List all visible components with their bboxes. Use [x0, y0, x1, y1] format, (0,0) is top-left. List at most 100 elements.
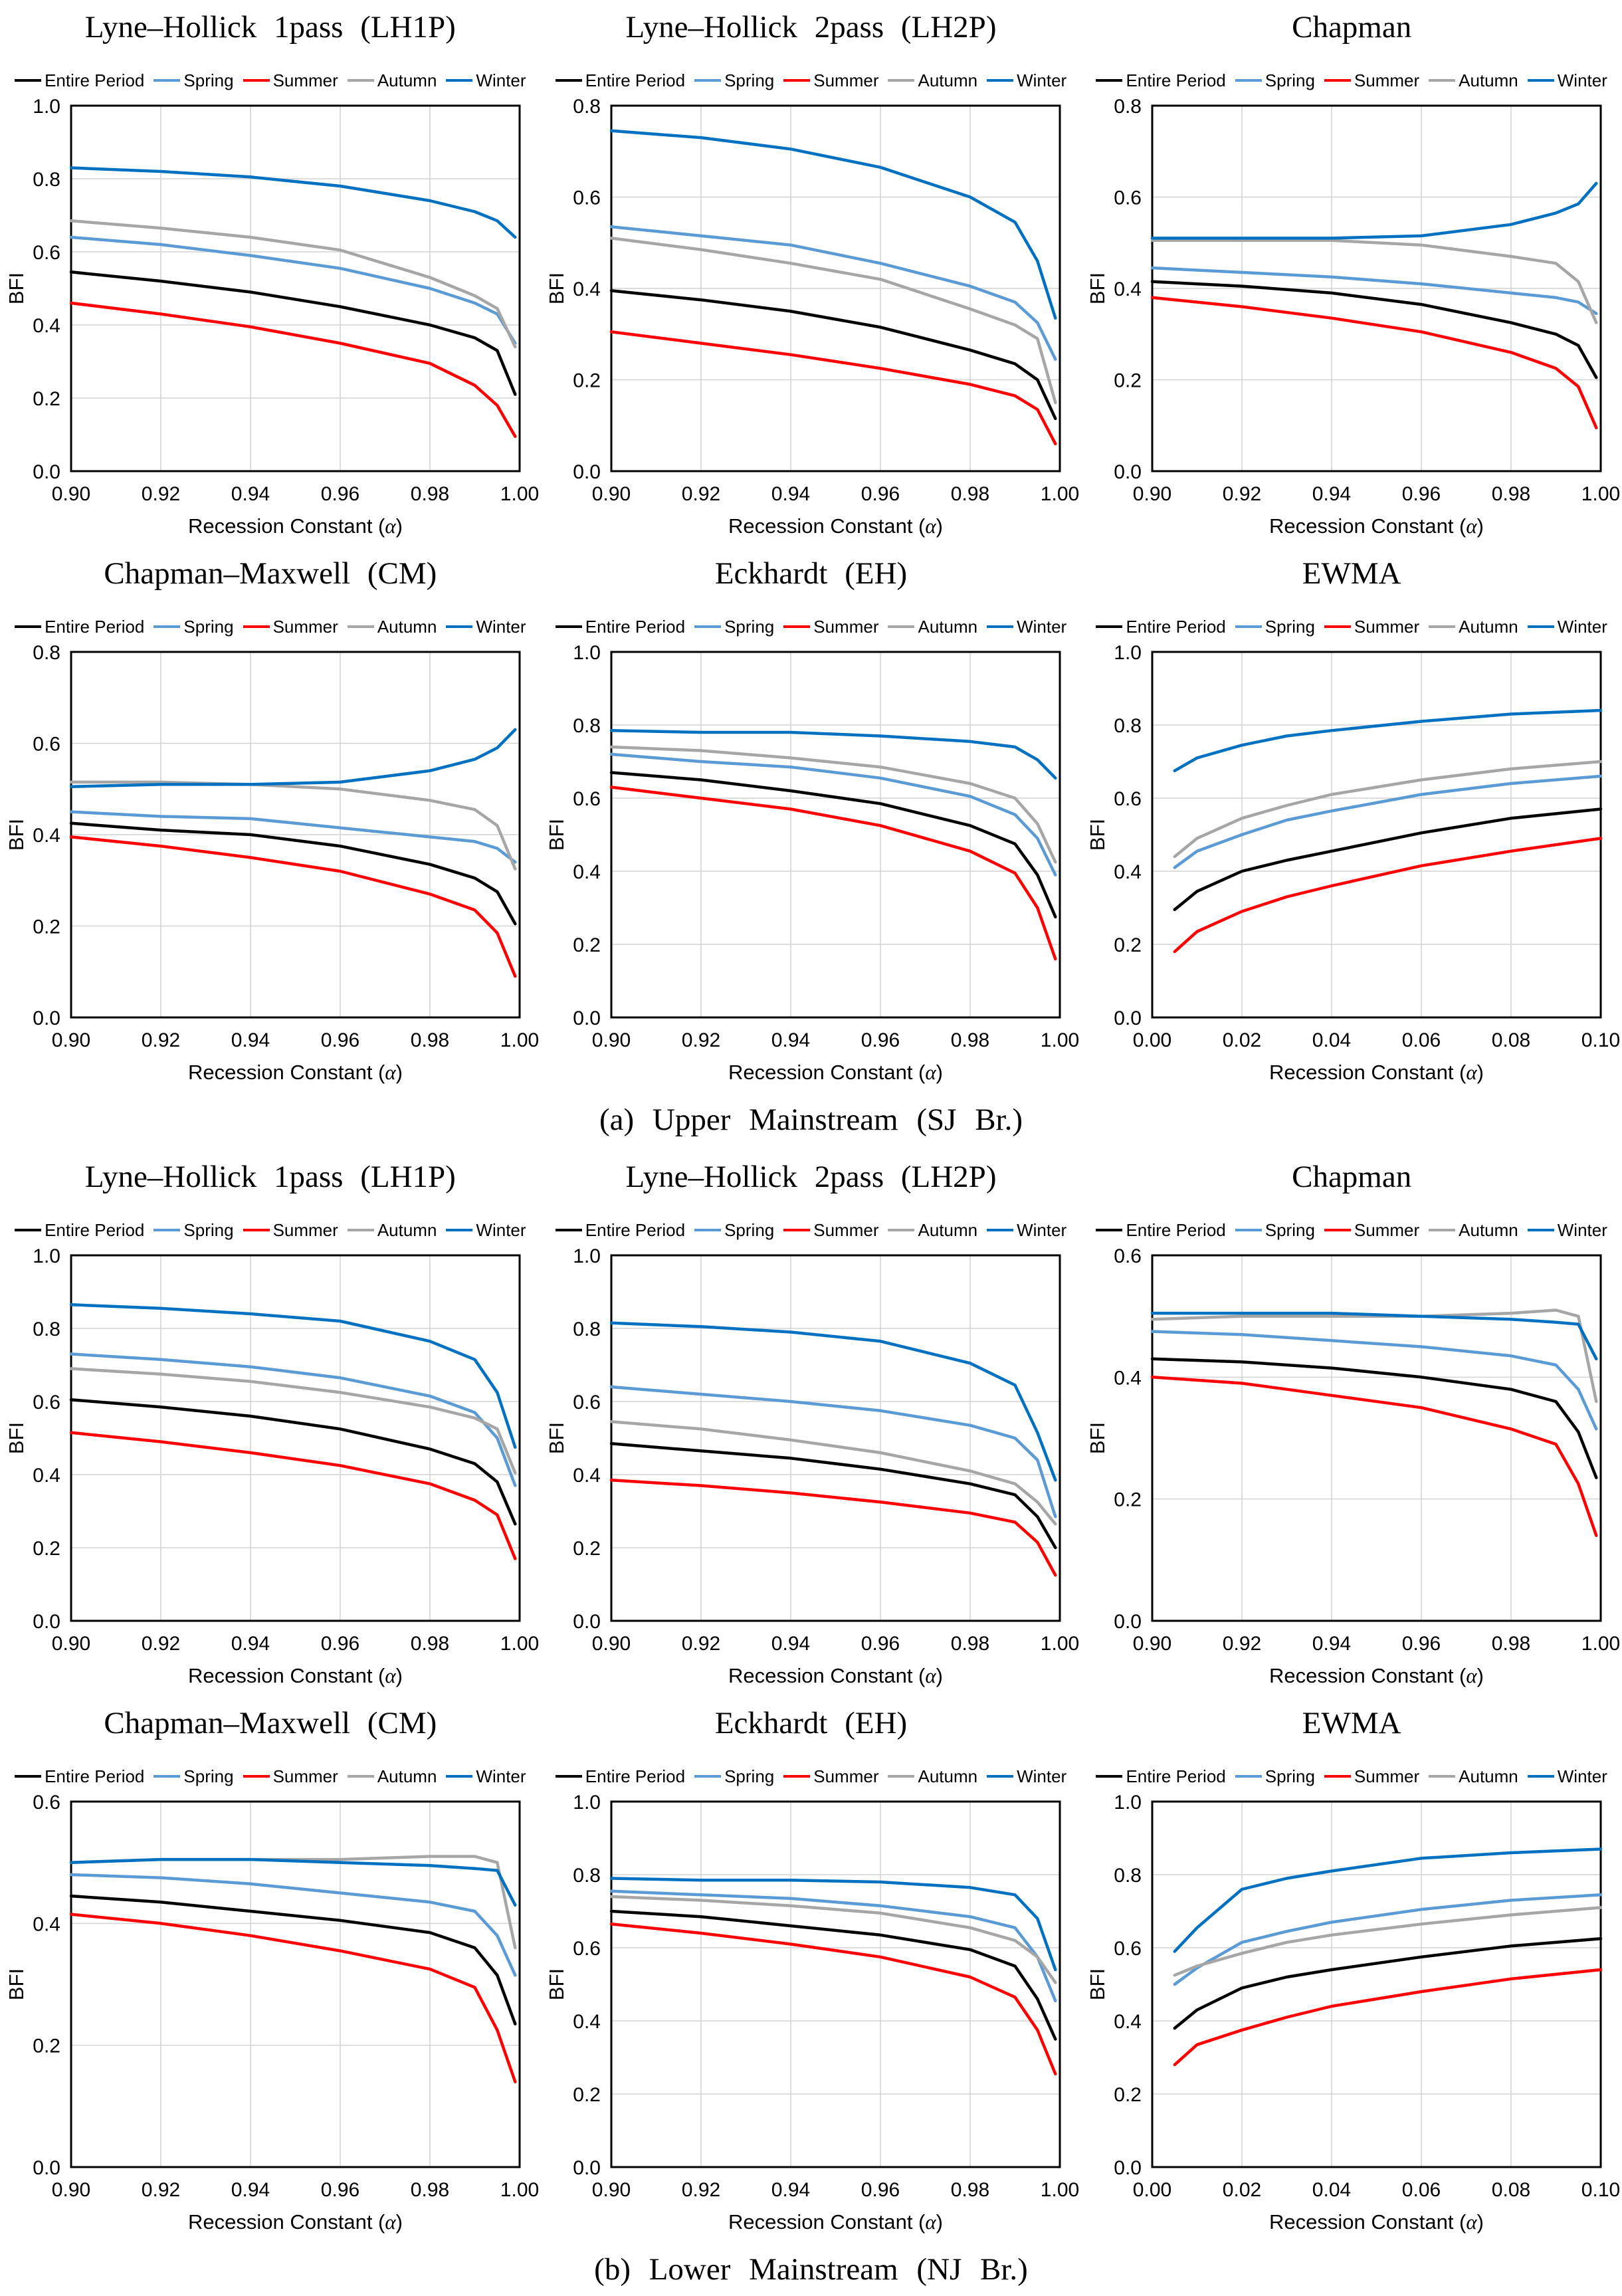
legend-swatch-spring: [153, 625, 181, 628]
x-tick-label: 0.90: [592, 1633, 631, 1655]
legend-label-entire-period: Entire Period: [45, 1766, 145, 1786]
x-tick-label: 0.98: [951, 1633, 989, 1655]
series-line-spring: [1150, 266, 1598, 316]
y-tick-label: 0.8: [33, 642, 60, 664]
legend-label-spring: Spring: [183, 1219, 234, 1240]
chart-title: Lyne–Hollick 1pass (LH1P): [84, 10, 456, 45]
series-line-winter: [1173, 708, 1603, 773]
y-axis-label: BFI: [545, 1968, 568, 2000]
y-tick-label: 0.6: [573, 1392, 601, 1413]
x-tick-label: 0.08: [1492, 1029, 1530, 1051]
x-tick-label: 1.00: [1041, 483, 1079, 505]
series-line-autumn: [1173, 1906, 1603, 1977]
legend-swatch-autumn: [888, 625, 915, 628]
legend-label-winter: Winter: [1017, 616, 1067, 637]
series-line-summer: [1173, 837, 1603, 954]
legend-swatch-winter: [446, 625, 473, 628]
legend-swatch-entire-period: [1096, 625, 1123, 628]
x-tick-label: 0.92: [682, 1029, 720, 1051]
x-tick-label: 0.00: [1133, 1029, 1171, 1051]
legend-item-winter: Winter: [987, 617, 1066, 637]
legend-label-autumn: Autumn: [1459, 1219, 1518, 1240]
series-line-spring: [1150, 1330, 1598, 1431]
chart-legend: Entire Period Spring Summer Autumn Winter: [541, 1216, 1082, 1244]
legend-swatch-spring: [153, 1775, 181, 1778]
legend-label-summer: Summer: [813, 1219, 879, 1240]
legend-swatch-entire-period: [15, 1229, 42, 1231]
legend-label-spring: Spring: [1265, 616, 1315, 637]
x-tick-label: 0.00: [1133, 2179, 1171, 2201]
x-tick-label: 1.00: [500, 483, 539, 505]
x-tick-label: 0.96: [1402, 1633, 1441, 1655]
legend-swatch-autumn: [1429, 625, 1456, 628]
legend-item-entire-period: Entire Period: [1096, 1220, 1226, 1241]
legend-label-spring: Spring: [183, 1766, 234, 1786]
x-tick-label: 0.96: [861, 2179, 900, 2201]
chart-title: Eckhardt (EH): [714, 556, 908, 591]
legend-item-autumn: Autumn: [888, 617, 977, 637]
legend-swatch-summer: [1324, 1229, 1351, 1231]
legend-swatch-autumn: [888, 79, 915, 82]
legend-item-spring: Spring: [1235, 1220, 1315, 1241]
chart-title: EWMA: [1302, 556, 1401, 591]
series-line-autumn: [1173, 760, 1603, 859]
y-tick-label: 0.4: [1114, 278, 1142, 300]
legend-swatch-summer: [243, 1229, 270, 1231]
x-tick-label: 0.98: [951, 483, 989, 505]
caption-lower-mainstream: (b) Lower Mainstream (NJ Br.): [594, 2252, 1028, 2287]
x-tick-label: 0.04: [1312, 1029, 1351, 1051]
chart-title: Lyne–Hollick 2pass (LH2P): [625, 1160, 997, 1194]
legend-label-summer: Summer: [813, 616, 879, 637]
caption-upper-mainstream: (a) Upper Mainstream (SJ Br.): [599, 1102, 1023, 1137]
legend-label-autumn: Autumn: [377, 616, 437, 637]
y-axis-label: BFI: [1086, 1968, 1109, 2000]
y-tick-label: 0.4: [573, 861, 601, 883]
x-tick-label: 0.98: [951, 2179, 989, 2201]
chart-lh1p-upper: Lyne–Hollick 1pass (LH1P) Entire Period S…: [0, 0, 541, 546]
legend-label-summer: Summer: [272, 1766, 338, 1786]
legend-swatch-entire-period: [1096, 79, 1123, 82]
x-tick-label: 0.04: [1312, 2179, 1351, 2201]
legend-item-winter: Winter: [987, 1766, 1066, 1787]
plot-frame: [610, 104, 1061, 472]
series-line-autumn: [69, 1855, 517, 1950]
legend-label-winter: Winter: [1557, 1219, 1607, 1240]
series-line-entire-period: [69, 821, 517, 926]
chart-chapman-upper: Chapman Entire Period Spring Summer Autumn W…: [1081, 0, 1622, 546]
legend-swatch-spring: [694, 1229, 722, 1231]
x-tick-label: 0.02: [1223, 2179, 1261, 2201]
y-tick-label: 1.0: [33, 1245, 60, 1267]
y-axis-label: BFI: [1086, 1422, 1109, 1454]
legend-swatch-winter: [446, 1229, 473, 1231]
y-tick-label: 0.0: [33, 1611, 60, 1633]
x-tick-label: 0.96: [861, 1633, 900, 1655]
legend-item-autumn: Autumn: [347, 1766, 437, 1787]
y-tick-label: 0.0: [33, 461, 60, 483]
legend-label-entire-period: Entire Period: [585, 1766, 686, 1786]
legend-label-entire-period: Entire Period: [1126, 70, 1226, 90]
legend-swatch-entire-period: [555, 625, 582, 628]
y-tick-label: 0.4: [573, 278, 601, 300]
x-axis-label: Recession Constant (α): [188, 1664, 403, 1687]
x-axis-label: Recession Constant (α): [188, 1061, 403, 1084]
y-tick-label: 0.6: [1114, 187, 1142, 209]
x-axis-label: Recession Constant (α): [1269, 514, 1484, 538]
y-tick-label: 1.0: [573, 1245, 601, 1267]
legend-label-autumn: Autumn: [377, 1219, 437, 1240]
legend-swatch-winter: [1527, 1229, 1554, 1231]
legend-swatch-autumn: [1429, 79, 1456, 82]
legend-item-winter: Winter: [1527, 1219, 1607, 1241]
x-tick-label: 1.00: [1581, 1633, 1620, 1655]
chart-chapman-lower: Chapman Entire Period Spring Summer Autumn W…: [1081, 1150, 1622, 1696]
series-line-winter: [610, 1877, 1058, 1972]
series-line-entire-period: [69, 1398, 517, 1526]
x-axis-label: Recession Constant (α): [728, 2210, 943, 2234]
series-line-spring: [69, 1352, 517, 1487]
series-line-entire-period: [69, 1894, 517, 2026]
legend-item-entire-period: Entire Period: [1096, 70, 1226, 91]
legend-label-winter: Winter: [1557, 70, 1607, 90]
legend-label-autumn: Autumn: [377, 1766, 437, 1786]
legend-item-spring: Spring: [153, 70, 234, 91]
chart-legend: Entire Period Spring Summer Autumn Winter: [541, 613, 1082, 641]
x-tick-label: 1.00: [500, 1633, 539, 1655]
